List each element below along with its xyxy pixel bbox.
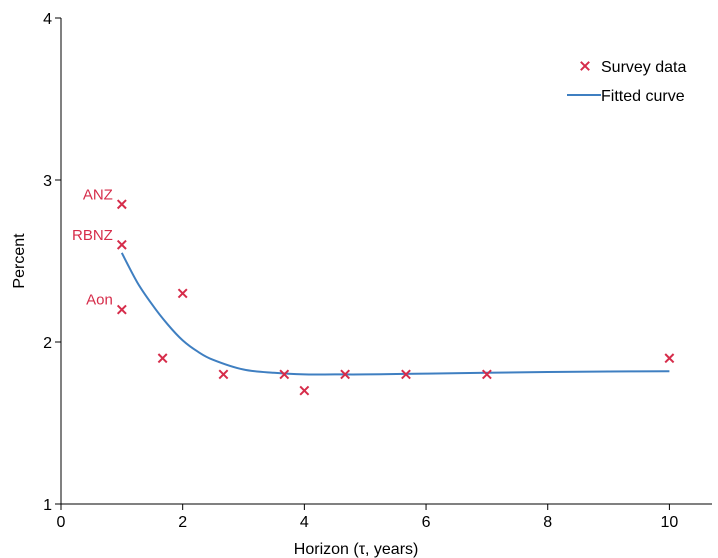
survey-point-9-stroke-b <box>401 369 411 380</box>
survey-point-0 <box>116 199 127 210</box>
survey-point-11 <box>664 353 675 364</box>
survey-point-6 <box>279 369 290 380</box>
survey-point-1-stroke-b <box>116 239 127 250</box>
x-tick-label-4: 8 <box>543 514 552 531</box>
point-label-rbnz: RBNZ <box>72 227 113 244</box>
legend: Survey data Fitted curve <box>567 59 686 105</box>
survey-point-0-stroke-b <box>116 199 127 210</box>
x-tick-label-1: 2 <box>178 514 187 531</box>
y-axis-title: Percent <box>11 233 28 289</box>
survey-point-7 <box>299 385 310 396</box>
legend-marker-survey-data <box>580 61 590 71</box>
x-ticks: 0 2 4 6 8 10 <box>57 504 679 531</box>
legend-cross <box>580 61 590 71</box>
legend-label-survey-data: Survey data <box>601 59 686 76</box>
survey-point-2 <box>116 304 127 315</box>
survey-point-2-stroke-b <box>116 304 127 315</box>
x-tick-label-0: 0 <box>57 514 66 531</box>
survey-point-8-stroke-b <box>340 369 351 380</box>
y-tick-label-0: 1 <box>43 497 52 514</box>
point-label-aon: Aon <box>86 292 113 309</box>
axes: 1 2 3 4 0 2 4 6 8 10 Percent Horizon (τ, years) <box>11 11 712 558</box>
x-axis-title: Horizon (τ, years) <box>294 541 419 558</box>
survey-point-5-stroke-b <box>218 369 229 380</box>
survey-point-6-stroke-b <box>279 369 290 380</box>
survey-point-3-stroke-b <box>157 353 168 364</box>
y-ticks: 1 2 3 4 <box>43 11 61 514</box>
y-tick-label-1: 2 <box>43 335 52 352</box>
point-label-anz: ANZ <box>83 186 113 203</box>
survey-point-9 <box>401 369 411 380</box>
legend-label-fitted-curve: Fitted curve <box>601 88 685 105</box>
survey-point-5 <box>218 369 229 380</box>
survey-point-4-stroke-b <box>177 288 188 299</box>
survey-point-10-stroke-b <box>481 369 492 380</box>
x-tick-label-2: 4 <box>300 514 309 531</box>
x-tick-label-5: 10 <box>661 514 679 531</box>
x-tick-label-3: 6 <box>422 514 431 531</box>
y-tick-label-3: 4 <box>43 11 52 28</box>
y-tick-label-2: 3 <box>43 173 52 190</box>
survey-point-7-stroke-b <box>299 385 310 396</box>
fitted-curve-line <box>120 252 670 376</box>
survey-point-10 <box>481 369 492 380</box>
survey-point-8 <box>340 369 351 380</box>
plot-area: ANZ RBNZ Aon <box>72 186 675 396</box>
survey-point-4 <box>177 288 188 299</box>
survey-point-1 <box>116 239 127 250</box>
survey-point-11-stroke-b <box>664 353 675 364</box>
survey-point-3 <box>157 353 168 364</box>
legend-cross-stroke-b <box>580 61 590 71</box>
